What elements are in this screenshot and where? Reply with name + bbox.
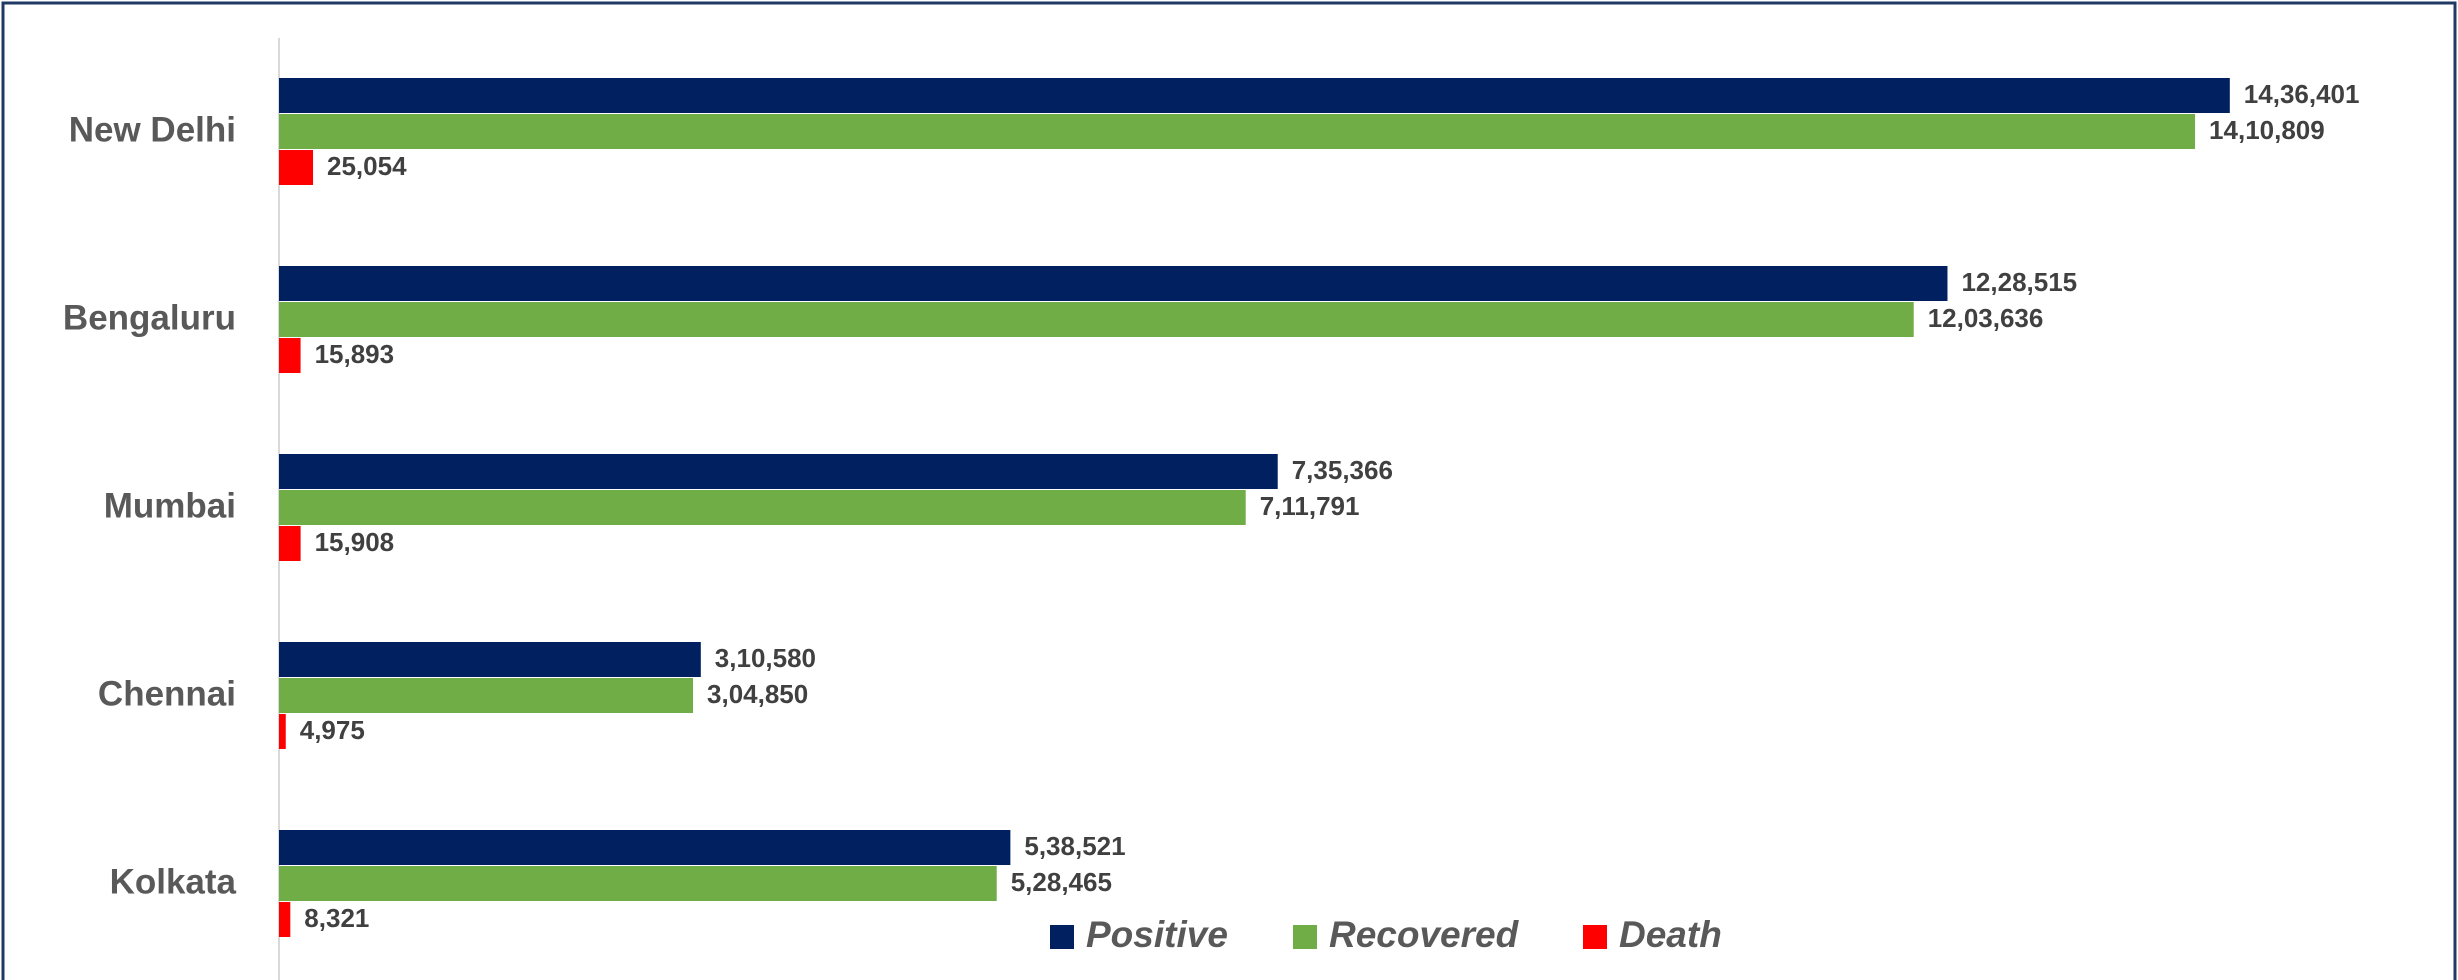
legend-swatch xyxy=(1583,925,1607,949)
bar xyxy=(279,338,301,373)
value-label: 14,10,809 xyxy=(2209,115,2325,145)
value-label: 3,04,850 xyxy=(707,679,808,709)
legend-label: Positive xyxy=(1086,914,1228,955)
bar xyxy=(279,902,291,937)
category-label: Chennai xyxy=(98,674,236,713)
category-label: Kolkata xyxy=(110,862,237,901)
value-label: 5,28,465 xyxy=(1011,867,1112,897)
value-label: 5,38,521 xyxy=(1024,831,1125,861)
bar xyxy=(279,150,314,185)
value-label: 25,054 xyxy=(327,151,407,181)
bar xyxy=(279,678,694,713)
value-label: 4,975 xyxy=(300,715,365,745)
value-label: 14,36,401 xyxy=(2244,79,2360,109)
category-label: New Delhi xyxy=(69,110,236,149)
value-label: 12,03,636 xyxy=(1928,303,2044,333)
bar xyxy=(279,642,701,677)
value-label: 3,10,580 xyxy=(715,643,816,673)
value-label: 12,28,515 xyxy=(1961,267,2077,297)
value-label: 7,35,366 xyxy=(1292,455,1393,485)
legend-label: Death xyxy=(1619,914,1722,955)
bar xyxy=(279,114,2196,149)
category-label: Bengaluru xyxy=(63,298,236,337)
bar xyxy=(279,302,1914,337)
value-label: 8,321 xyxy=(304,903,369,933)
bar xyxy=(279,454,1278,489)
bar xyxy=(279,526,301,561)
bar xyxy=(279,866,997,901)
bar xyxy=(279,830,1011,865)
category-label: Mumbai xyxy=(104,486,236,525)
value-label: 7,11,791 xyxy=(1260,491,1360,521)
value-label: 15,908 xyxy=(315,527,395,557)
legend-swatch xyxy=(1050,925,1074,949)
legend-swatch xyxy=(1293,925,1317,949)
bar xyxy=(279,490,1246,525)
legend-label: Recovered xyxy=(1329,914,1520,955)
bar xyxy=(279,78,2230,113)
bar xyxy=(279,266,1948,301)
value-label: 15,893 xyxy=(315,339,395,369)
bar xyxy=(279,714,286,749)
